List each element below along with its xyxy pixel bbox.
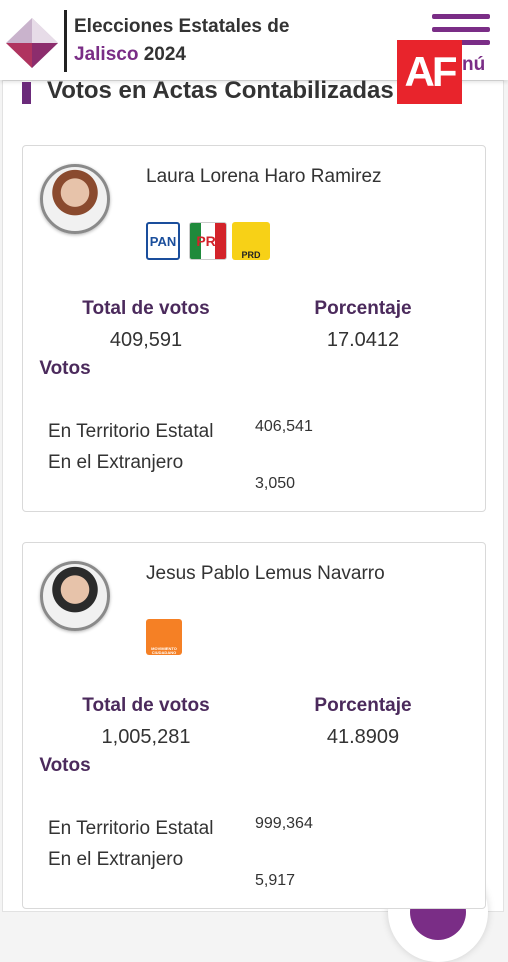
state-label: En Territorio Estatal — [48, 818, 214, 839]
abroad-value: 3,050 — [255, 475, 296, 492]
header-subtitle: Jalisco 2024 — [74, 44, 186, 66]
abroad-label: En el Extranjero — [48, 849, 184, 870]
party-logo: PRI — [189, 222, 227, 260]
percent-label: Porcentaje — [314, 298, 412, 319]
total-value: 1,005,281 — [101, 726, 191, 748]
candidate-card: Laura Lorena Haro Ramirez PAN PRI PRD Total … — [22, 145, 486, 512]
total-label: Total de votos — [82, 695, 210, 716]
section-title: Votos en Actas Contabilizadas — [47, 77, 394, 104]
total-label: Total de votos — [82, 298, 210, 319]
percent-value: 17.0412 — [326, 329, 400, 351]
abroad-value: 5,917 — [255, 872, 296, 889]
header-title: Elecciones Estatales de — [74, 16, 290, 37]
state-value: 999,364 — [255, 815, 313, 832]
candidate-card: Jesus Pablo Lemus Navarro MOVIMIENTO CIUD… — [22, 542, 486, 909]
party-logo: PRD — [232, 222, 270, 260]
watermark: AF — [397, 40, 462, 104]
abroad-label: En el Extranjero — [48, 452, 184, 473]
total-value: 409,591 — [109, 329, 183, 351]
party-logos: PAN PRI PRD — [146, 222, 346, 260]
percent-label: Porcentaje — [314, 695, 412, 716]
party-logo: MOVIMIENTO CIUDADANO — [146, 619, 182, 655]
candidate-name: Laura Lorena Haro Ramirez — [146, 166, 382, 187]
party-logo: PAN — [146, 222, 180, 260]
percent-value: 41.8909 — [326, 726, 400, 748]
votes-label: Votos — [39, 358, 91, 379]
candidate-name: Jesus Pablo Lemus Navarro — [146, 563, 385, 584]
divider — [64, 10, 67, 72]
menu-label[interactable]: nú — [462, 54, 486, 75]
state-value: 406,541 — [255, 418, 313, 435]
avatar — [40, 164, 110, 234]
header-place: Jalisco — [74, 44, 139, 65]
state-label: En Territorio Estatal — [48, 421, 214, 442]
party-logos: MOVIMIENTO CIUDADANO — [146, 619, 346, 657]
avatar — [40, 561, 110, 631]
votes-label: Votos — [39, 755, 91, 776]
section-marker — [22, 82, 31, 104]
header-year: 2024 — [143, 44, 186, 65]
header: Elecciones Estatales de Jalisco 2024 nú — [0, 0, 508, 80]
logo — [6, 18, 58, 68]
